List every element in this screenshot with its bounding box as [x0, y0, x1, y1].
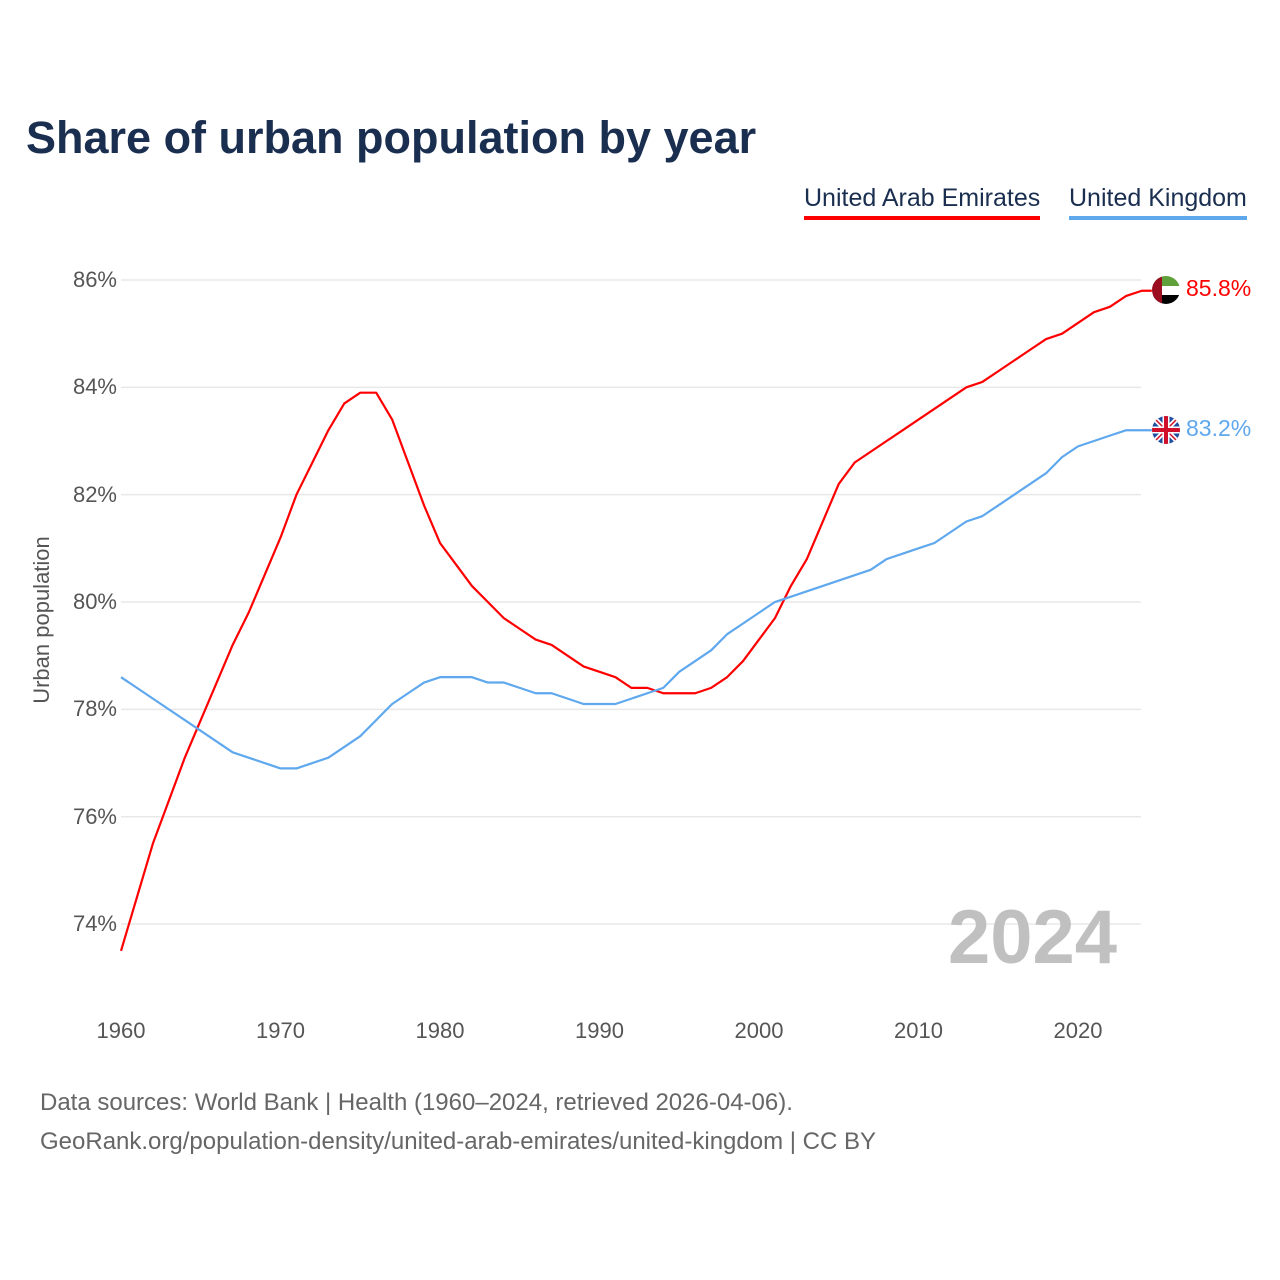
x-tick-label: 2010	[894, 1018, 943, 1043]
uae-series-line	[119, 289, 1152, 952]
x-tick-label: 2000	[734, 1018, 784, 1043]
x-tick-label: 2020	[1053, 1018, 1103, 1043]
uae-end-value: 85.8%	[1186, 275, 1252, 301]
y-tick-label: 74%	[72, 911, 117, 937]
uae-flag-icon	[1152, 276, 1180, 304]
y-tick-label: 76%	[72, 803, 117, 829]
x-tick-label: 1990	[575, 1018, 624, 1043]
x-tick-label: 1970	[256, 1018, 305, 1043]
legend-item-uk[interactable]: United Kingdom	[1069, 184, 1247, 220]
y-tick-label: 82%	[72, 481, 117, 507]
y-tick-label: 86%	[72, 267, 117, 292]
uk-series-line	[120, 429, 1152, 770]
x-tick-label: 1980	[415, 1018, 465, 1043]
uk-end-value: 83.2%	[1186, 415, 1252, 441]
uk-flag-icon	[1152, 416, 1180, 444]
legend-item-uae[interactable]: United Arab Emirates	[804, 184, 1041, 220]
current-year-watermark: 2024	[948, 895, 1118, 980]
chart-title: Share of urban population by year	[26, 112, 757, 163]
y-tick-label: 80%	[72, 589, 117, 615]
source-line-2[interactable]: GeoRank.org/population-density/united-ar…	[40, 1128, 877, 1155]
y-tick-label: 78%	[72, 696, 117, 722]
y-tick-label: 84%	[72, 374, 117, 400]
x-tick-label: 1960	[96, 1018, 146, 1043]
source-line-1: Data sources: World Bank | Health (1960–…	[40, 1089, 793, 1116]
